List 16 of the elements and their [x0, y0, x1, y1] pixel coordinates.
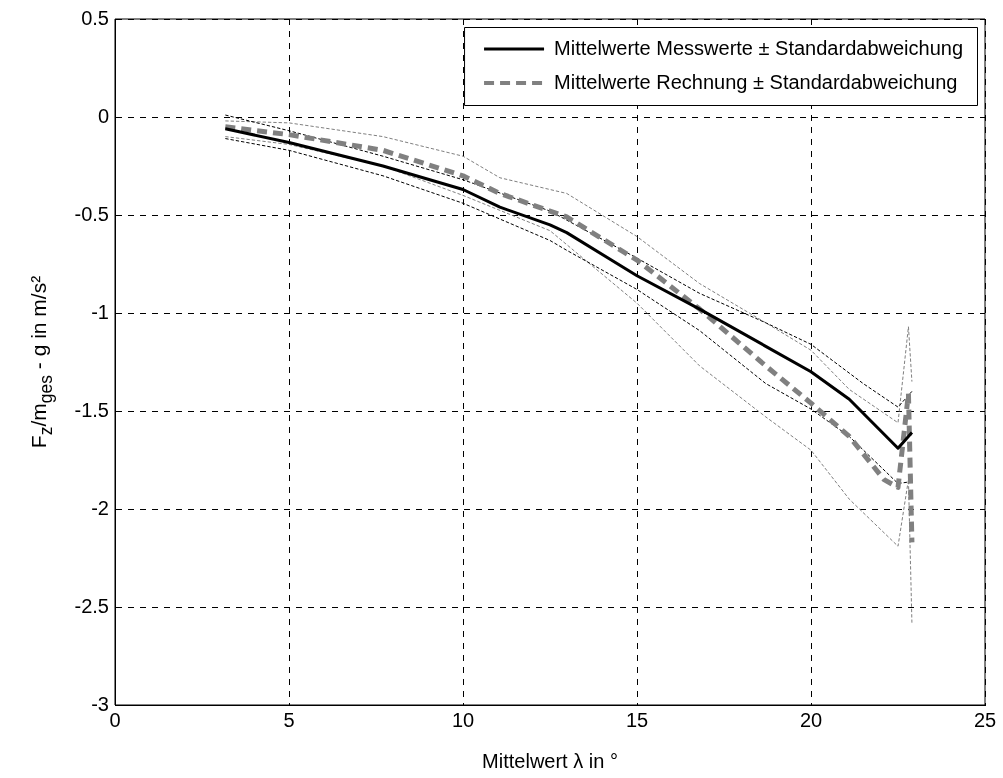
- y-tick-label: 0: [97, 104, 109, 127]
- y-tick-label: -2.5: [74, 594, 109, 617]
- y-tick-label: -1: [91, 300, 109, 323]
- x-axis-title: Mittelwert λ in °: [482, 749, 618, 772]
- y-tick-label: 0.5: [81, 6, 109, 29]
- x-tick-label: 20: [799, 708, 823, 731]
- legend-label: Mittelwerte Messwerte ± Standardabweichung: [554, 36, 964, 59]
- legend-label: Mittelwerte Rechnung ± Standardabweichung: [554, 70, 958, 93]
- x-tick-label: 5: [283, 708, 295, 731]
- x-tick-label: 25: [973, 708, 997, 731]
- x-tick-label: 15: [625, 708, 649, 731]
- y-tick-label: -2: [91, 496, 109, 519]
- y-tick-label: -0.5: [74, 202, 109, 225]
- y-tick-label: -3: [91, 692, 109, 715]
- y-tick-label: -1.5: [74, 398, 109, 421]
- x-tick-label: 10: [451, 708, 475, 731]
